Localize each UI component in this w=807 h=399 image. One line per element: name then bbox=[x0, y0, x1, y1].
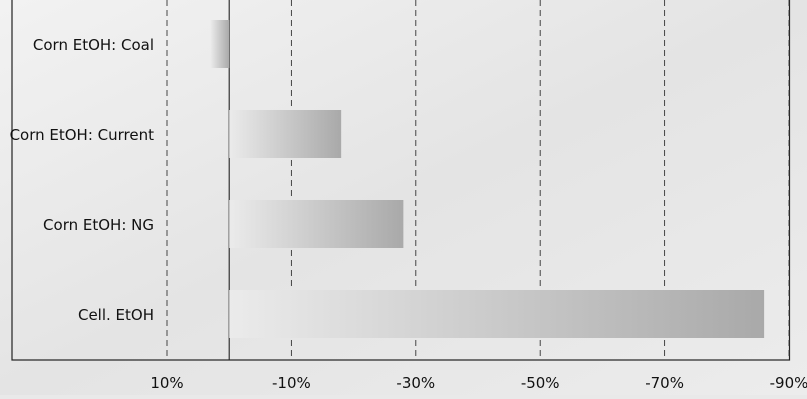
category-label: Corn EtOH: NG bbox=[43, 216, 154, 234]
x-tick-label: -90% bbox=[770, 374, 807, 392]
bar bbox=[229, 290, 765, 338]
x-tick-label: 10% bbox=[150, 374, 183, 392]
plot-border bbox=[11, 0, 791, 361]
bar bbox=[229, 200, 404, 248]
category-label: Cell. EtOH bbox=[78, 306, 154, 324]
x-tick-label: -30% bbox=[396, 374, 435, 392]
x-tick-label: -70% bbox=[645, 374, 684, 392]
bar bbox=[229, 110, 342, 158]
bar bbox=[210, 20, 230, 68]
category-label: Corn EtOH: Coal bbox=[33, 36, 154, 54]
x-tick-label: -10% bbox=[272, 374, 311, 392]
x-tick-label: -50% bbox=[521, 374, 560, 392]
category-label: Corn EtOH: Current bbox=[10, 126, 155, 144]
